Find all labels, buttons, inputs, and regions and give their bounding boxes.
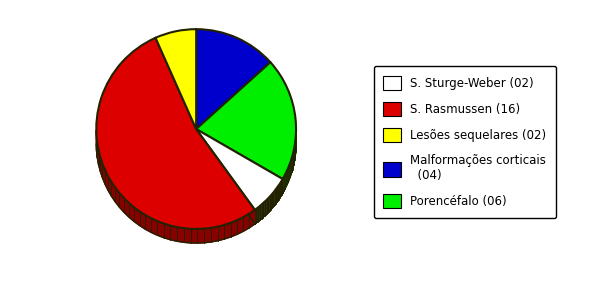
Polygon shape — [289, 163, 290, 179]
Polygon shape — [256, 208, 257, 223]
Polygon shape — [265, 201, 266, 215]
Polygon shape — [191, 229, 197, 243]
Polygon shape — [211, 227, 218, 242]
Polygon shape — [101, 157, 102, 178]
Polygon shape — [258, 207, 259, 222]
Polygon shape — [224, 223, 231, 239]
Legend: S. Sturge-Weber (02), S. Rasmussen (16), Lesões sequelares (02), Malformações co: S. Sturge-Weber (02), S. Rasmussen (16),… — [374, 66, 556, 218]
Polygon shape — [140, 211, 145, 229]
Polygon shape — [264, 202, 265, 216]
Polygon shape — [249, 210, 255, 228]
Polygon shape — [218, 225, 224, 241]
Polygon shape — [197, 229, 204, 243]
Polygon shape — [158, 221, 164, 238]
Polygon shape — [255, 209, 256, 224]
Polygon shape — [134, 207, 140, 225]
Polygon shape — [288, 165, 289, 182]
Polygon shape — [231, 220, 237, 237]
Polygon shape — [261, 204, 262, 219]
Polygon shape — [112, 182, 115, 202]
Polygon shape — [196, 129, 255, 224]
Polygon shape — [257, 207, 258, 222]
Polygon shape — [145, 215, 151, 232]
Polygon shape — [263, 203, 264, 218]
Polygon shape — [287, 168, 288, 184]
Polygon shape — [120, 193, 124, 212]
Wedge shape — [96, 38, 255, 229]
Polygon shape — [99, 151, 101, 171]
Polygon shape — [283, 177, 284, 193]
Polygon shape — [196, 129, 283, 193]
Wedge shape — [196, 62, 296, 179]
Polygon shape — [164, 224, 170, 240]
Polygon shape — [259, 206, 261, 220]
Polygon shape — [170, 225, 177, 241]
Polygon shape — [177, 227, 184, 242]
Polygon shape — [284, 174, 285, 191]
Polygon shape — [129, 203, 134, 222]
Polygon shape — [262, 203, 263, 218]
Polygon shape — [184, 228, 191, 243]
Polygon shape — [286, 170, 287, 186]
Wedge shape — [156, 29, 196, 129]
Polygon shape — [204, 228, 211, 243]
Wedge shape — [196, 129, 283, 210]
Polygon shape — [237, 217, 243, 234]
Polygon shape — [290, 160, 291, 177]
Polygon shape — [196, 129, 283, 193]
Wedge shape — [196, 29, 270, 129]
Polygon shape — [102, 164, 105, 184]
Polygon shape — [124, 198, 129, 217]
Polygon shape — [285, 172, 286, 189]
Polygon shape — [292, 153, 293, 170]
Polygon shape — [115, 188, 120, 207]
Polygon shape — [97, 144, 99, 164]
Polygon shape — [291, 158, 292, 174]
Polygon shape — [108, 176, 112, 196]
Polygon shape — [243, 214, 249, 231]
Polygon shape — [196, 129, 255, 224]
Polygon shape — [105, 170, 108, 190]
Polygon shape — [151, 218, 158, 235]
